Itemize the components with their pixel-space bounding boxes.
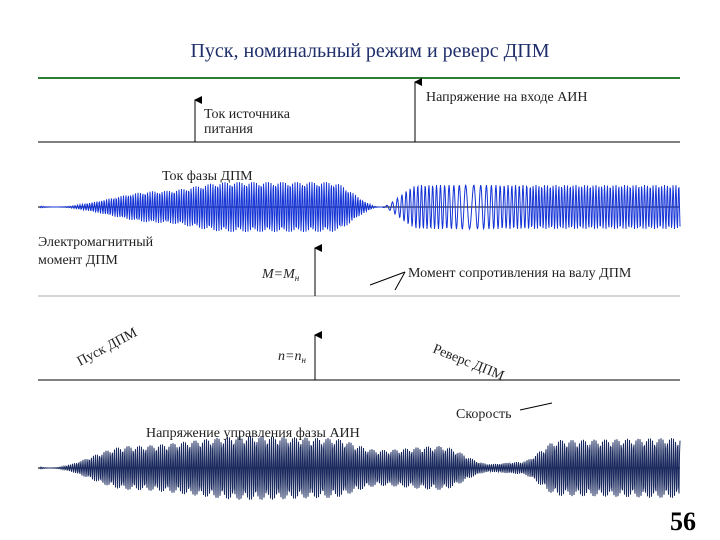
label: Напряжение на входе АИН xyxy=(426,90,588,105)
label: M=Mн xyxy=(261,267,300,283)
label: питания xyxy=(204,122,253,137)
label: Пуск ДПМ xyxy=(75,325,141,369)
label: момент ДПМ xyxy=(38,253,118,268)
leader xyxy=(394,271,406,291)
arrows xyxy=(194,78,553,411)
label: n=nн xyxy=(278,349,306,365)
baselines xyxy=(38,141,680,469)
label: Ток источника xyxy=(204,107,291,122)
label: Момент сопротивления на валу ДПМ xyxy=(408,266,632,281)
title: Пуск, номинальный режим и реверс ДПМ xyxy=(190,40,549,62)
leader xyxy=(519,402,553,411)
phase-current-trace xyxy=(39,182,681,233)
label: Напряжение управления фазы АИН xyxy=(146,426,360,441)
label: Скорость xyxy=(456,407,512,422)
label: Реверс ДПМ xyxy=(431,342,507,384)
waveforms xyxy=(39,182,681,500)
label: Электромагнитный xyxy=(38,235,154,250)
leader xyxy=(369,271,406,286)
control-voltage-trace xyxy=(39,435,681,500)
page-number: 56 xyxy=(670,507,696,536)
label: Ток фазы ДПМ xyxy=(162,169,253,184)
